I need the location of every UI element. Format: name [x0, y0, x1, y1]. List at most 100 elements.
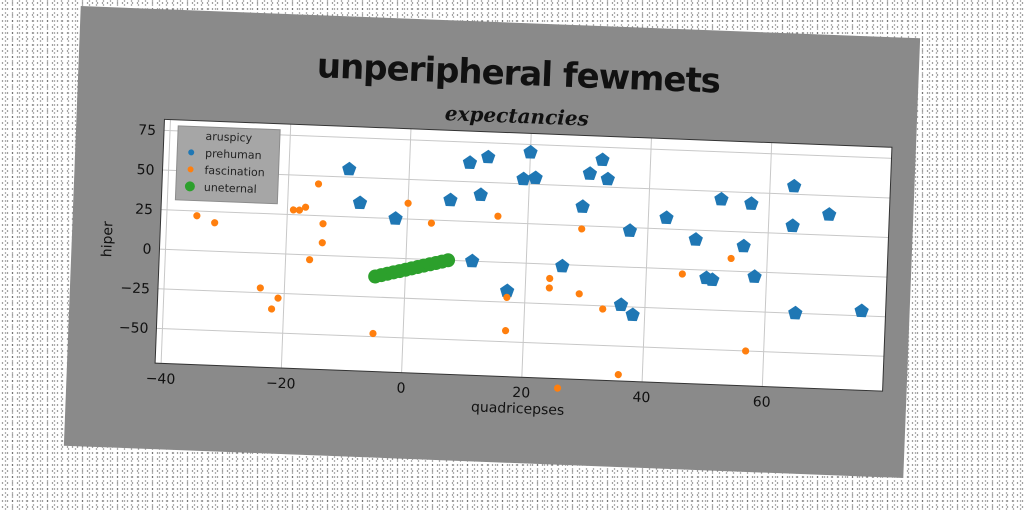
data-point-fascination [274, 294, 282, 302]
data-point-prehuman [473, 187, 488, 202]
data-point-prehuman [622, 223, 638, 237]
data-point-fascination [599, 305, 607, 313]
data-point-fascination [305, 256, 314, 264]
data-point-prehuman [523, 144, 538, 159]
data-point-prehuman [705, 272, 720, 287]
x-gridline [761, 142, 773, 387]
data-point-prehuman [659, 210, 674, 225]
x-axis-label: quadricepses [471, 399, 565, 419]
plot-area [155, 119, 892, 392]
x-tick-label: −40 [145, 371, 175, 388]
data-point-prehuman [388, 211, 403, 225]
data-point-prehuman [854, 303, 869, 318]
data-point-fascination [211, 219, 219, 227]
y-gridline [157, 288, 886, 318]
data-point-prehuman [736, 238, 751, 253]
plot-frame [154, 118, 893, 392]
grid-lines [156, 119, 892, 387]
data-point-prehuman [582, 166, 598, 180]
y-tick-label: 50 [136, 162, 154, 179]
data-point-fascination [553, 384, 562, 392]
legend: aruspicy prehuman fascination uneternal [174, 125, 281, 205]
legend-label-fascination: fascination [204, 164, 265, 179]
data-point-fascination [546, 274, 554, 283]
legend-marker-prehuman [188, 149, 195, 156]
data-point-fascination [267, 305, 276, 313]
x-gridline [521, 133, 532, 378]
data-point-fascination [501, 327, 510, 335]
data-point-prehuman [575, 199, 590, 214]
legend-label-prehuman: prehuman [205, 147, 262, 162]
data-point-fascination [193, 212, 201, 220]
data-point-fascination [578, 225, 586, 233]
legend-marker-uneternal [184, 181, 195, 192]
data-point-prehuman [788, 305, 803, 320]
x-gridline [401, 128, 412, 373]
data-points [193, 144, 869, 392]
x-gridline [280, 124, 292, 369]
chart-figure: unperipheral fewmets expectancies −40 −20… [63, 6, 921, 478]
data-point-prehuman [500, 283, 515, 298]
y-tick-label: −25 [120, 280, 150, 297]
data-point-prehuman [747, 269, 762, 283]
data-point-prehuman [555, 258, 570, 273]
data-point-prehuman [625, 307, 640, 322]
data-point-prehuman [595, 152, 610, 167]
legend-title: aruspicy [205, 130, 253, 145]
y-gridline [164, 129, 892, 159]
y-tick-label: 0 [142, 242, 152, 258]
data-point-fascination [404, 199, 412, 207]
data-point-prehuman [600, 171, 615, 186]
data-point-prehuman [481, 149, 496, 164]
y-gridline [159, 248, 887, 278]
data-point-fascination [319, 220, 327, 228]
data-point-fascination [318, 239, 326, 247]
data-point-fascination [427, 219, 436, 227]
data-point-prehuman [443, 192, 458, 207]
y-tick-label: 75 [138, 122, 156, 139]
data-point-uneternal [441, 253, 456, 268]
data-point-fascination [545, 284, 553, 292]
data-point-prehuman [465, 253, 480, 268]
data-point-fascination [494, 212, 502, 220]
data-point-prehuman [785, 218, 800, 233]
x-tick-label: 20 [512, 385, 530, 402]
y-tick-label: −50 [119, 320, 149, 337]
x-gridline [641, 138, 652, 382]
legend-label-uneternal: uneternal [204, 181, 257, 196]
data-point-fascination [301, 203, 310, 211]
chart-suptitle: unperipheral fewmets [316, 46, 721, 101]
data-point-prehuman [714, 191, 729, 206]
x-tick-label: 0 [396, 380, 406, 396]
data-point-prehuman [688, 232, 703, 246]
data-point-fascination [742, 347, 750, 355]
data-point-prehuman [342, 161, 357, 176]
legend-marker-fascination [187, 166, 194, 173]
data-point-fascination [727, 254, 735, 263]
data-point-fascination [575, 290, 583, 298]
x-tick-label: 40 [632, 390, 650, 407]
data-point-fascination [256, 284, 264, 292]
data-point-prehuman [822, 207, 837, 221]
chart-title: expectancies [444, 101, 589, 131]
data-point-fascination [295, 206, 304, 214]
y-gridline [160, 209, 889, 239]
y-axis-label: hiper [99, 221, 116, 258]
tick-labels: −40 −20 0 20 40 60 −50 −25 0 25 50 75 [119, 122, 771, 411]
data-point-prehuman [787, 178, 802, 193]
scatter-chart: unperipheral fewmets expectancies −40 −20… [99, 46, 893, 419]
data-point-fascination [614, 371, 622, 379]
data-point-prehuman [528, 170, 543, 185]
x-tick-label: 60 [752, 394, 770, 411]
y-gridline [156, 327, 884, 357]
data-point-prehuman [744, 196, 759, 210]
data-point-fascination [678, 270, 686, 278]
x-gridline [160, 119, 171, 364]
data-point-prehuman [516, 171, 531, 186]
data-point-fascination [503, 293, 511, 301]
data-point-prehuman [352, 195, 368, 210]
y-tick-label: 25 [135, 202, 153, 219]
data-point-fascination [289, 206, 298, 214]
data-point-fascination [369, 329, 377, 338]
data-point-prehuman [613, 297, 629, 312]
